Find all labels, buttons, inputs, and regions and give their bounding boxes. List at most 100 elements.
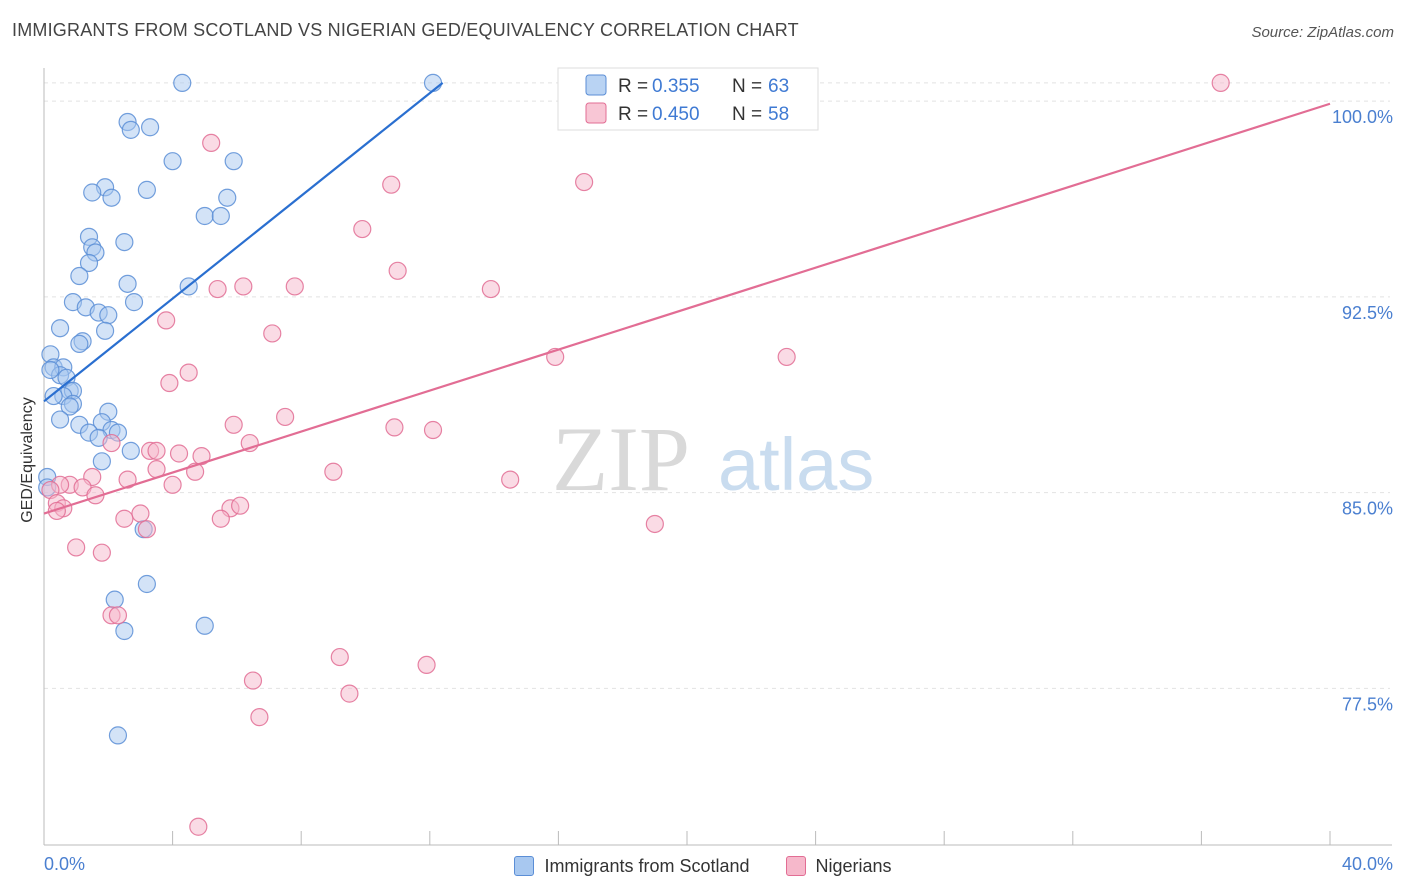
- point-nigerians-15: [179, 363, 198, 382]
- point-nigerians-19: [385, 418, 404, 437]
- data-points: [38, 73, 1230, 836]
- point-nigerians-5: [353, 219, 372, 239]
- stats-r-label-0: R =: [618, 76, 648, 97]
- point-nigerians-16: [160, 373, 179, 393]
- point-scotland-3: [121, 120, 140, 139]
- point-scotland-29: [95, 321, 115, 340]
- grid-lines: [44, 82, 1390, 689]
- point-nigerians-8: [234, 277, 253, 296]
- point-scotland-25: [99, 306, 118, 325]
- point-scotland-9: [102, 188, 121, 207]
- point-nigerians-12: [263, 324, 282, 343]
- point-scotland-36: [41, 360, 60, 380]
- point-nigerians-46: [211, 509, 230, 528]
- stats-swatch-0: [585, 74, 607, 96]
- point-nigerians-10: [481, 279, 500, 299]
- legend-swatch-scotland: [514, 856, 535, 876]
- axes: [43, 68, 1392, 846]
- point-scotland-19: [70, 266, 89, 286]
- stats-r-label-1: R =: [618, 104, 648, 125]
- trendline-nigerians: [43, 102, 1331, 515]
- point-scotland-13: [211, 206, 230, 226]
- point-scotland-18: [79, 253, 99, 273]
- point-nigerians-54: [417, 655, 436, 675]
- point-nigerians-55: [243, 671, 263, 690]
- point-scotland-20: [118, 274, 137, 293]
- point-nigerians-31: [118, 470, 137, 489]
- point-scotland-10: [137, 180, 156, 199]
- y-tick-label-3: 100.0%: [1332, 107, 1393, 127]
- point-nigerians-4: [575, 172, 594, 192]
- point-nigerians-56: [340, 684, 359, 703]
- point-scotland-30: [70, 334, 89, 353]
- point-scotland-1: [423, 73, 443, 92]
- point-scotland-27: [50, 319, 70, 338]
- point-nigerians-44: [131, 504, 150, 523]
- point-nigerians-6: [388, 261, 407, 280]
- stats-n-value-0: 63: [768, 76, 789, 97]
- point-scotland-44: [50, 410, 70, 429]
- point-nigerians-45: [115, 509, 134, 528]
- point-scotland-58: [115, 621, 134, 641]
- point-nigerians-33: [163, 475, 182, 494]
- point-nigerians-2: [202, 133, 221, 153]
- point-nigerians-9: [285, 277, 304, 296]
- legend-item-scotland[interactable]: Immigrants from Scotland: [514, 855, 750, 877]
- stats-swatch-1: [585, 102, 607, 124]
- y-tick-label-2: 92.5%: [1342, 303, 1393, 323]
- point-nigerians-41: [231, 496, 250, 515]
- point-nigerians-53: [330, 647, 349, 667]
- trend-lines: [43, 82, 1331, 515]
- source-label: Source: ZipAtlas.com: [1251, 24, 1394, 41]
- point-nigerians-50: [92, 543, 111, 562]
- stats-r-value-0: 0.355: [652, 76, 700, 97]
- watermark-zip: ZIP: [552, 408, 690, 510]
- point-scotland-4: [140, 118, 160, 137]
- point-nigerians-0: [1211, 73, 1230, 92]
- point-scotland-57: [105, 590, 124, 609]
- legend-label-scotland: Immigrants from Scotland: [544, 855, 750, 876]
- point-scotland-8: [83, 183, 102, 202]
- legend-item-nigerians[interactable]: Nigerians: [785, 855, 892, 877]
- point-scotland-26: [124, 293, 144, 312]
- point-scotland-0: [173, 73, 192, 92]
- watermark: ZIP atlas: [552, 408, 874, 510]
- x-tick-label-0: 0.0%: [44, 854, 85, 874]
- point-nigerians-26: [192, 447, 211, 466]
- chart-title: IMMIGRANTS FROM SCOTLAND VS NIGERIAN GED…: [12, 20, 799, 40]
- point-scotland-56: [137, 574, 156, 594]
- point-scotland-42: [60, 397, 79, 416]
- stats-n-value-1: 58: [768, 104, 789, 125]
- point-nigerians-32: [501, 470, 520, 489]
- point-scotland-52: [92, 452, 111, 471]
- point-nigerians-52: [108, 606, 128, 625]
- tick-labels: 77.5% 85.0% 92.5% 100.0% 0.0% 40.0%: [44, 107, 1393, 874]
- y-tick-label-0: 77.5%: [1342, 694, 1393, 714]
- point-scotland-51: [121, 441, 140, 460]
- point-nigerians-57: [250, 708, 269, 727]
- point-nigerians-43: [47, 501, 66, 521]
- legend-label-nigerians: Nigerians: [815, 855, 892, 876]
- point-nigerians-49: [67, 538, 86, 557]
- point-nigerians-20: [423, 420, 443, 440]
- point-scotland-5: [163, 152, 182, 171]
- point-scotland-6: [224, 152, 243, 171]
- point-nigerians-22: [102, 433, 121, 453]
- point-nigerians-48: [645, 514, 664, 534]
- point-nigerians-24: [147, 441, 166, 460]
- point-nigerians-58: [189, 817, 208, 836]
- stats-n-label-0: N =: [732, 76, 762, 97]
- point-scotland-59: [195, 616, 214, 635]
- y-tick-label-1: 85.0%: [1342, 499, 1393, 519]
- x-tick-label-1: 40.0%: [1342, 854, 1393, 874]
- point-scotland-12: [195, 206, 214, 226]
- point-nigerians-11: [157, 311, 176, 330]
- watermark-atlas: atlas: [718, 423, 874, 506]
- series-legend: Immigrants from Scotland Nigerians: [0, 852, 1406, 880]
- point-nigerians-29: [324, 462, 343, 481]
- point-nigerians-18: [224, 415, 243, 434]
- point-nigerians-17: [276, 407, 295, 427]
- trendline-scotland: [43, 82, 444, 403]
- point-scotland-40: [44, 386, 63, 406]
